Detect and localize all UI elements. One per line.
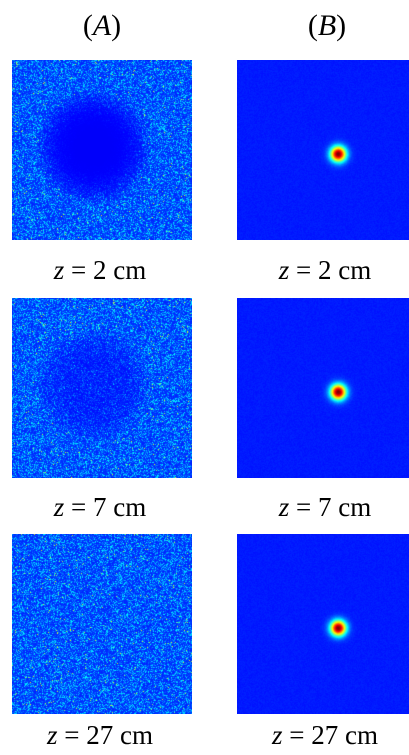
caption-a-z7: z = 7 cm xyxy=(0,490,200,524)
caption-a-z27: z = 27 cm xyxy=(0,718,200,752)
caption-b-z2: z = 2 cm xyxy=(225,253,409,287)
column-header-b: (B) xyxy=(237,6,409,46)
caption-a-z2: z = 2 cm xyxy=(0,253,200,287)
caption-b-z27: z = 27 cm xyxy=(225,718,409,752)
focus-panel-z27 xyxy=(237,534,409,714)
speckle-panel-z7 xyxy=(12,298,192,478)
speckle-panel-z27 xyxy=(12,534,192,714)
focus-panel-z2 xyxy=(237,60,409,240)
speckle-panel-z2 xyxy=(12,60,192,240)
focus-panel-z7 xyxy=(237,298,409,478)
column-header-a: (A) xyxy=(12,6,192,46)
caption-b-z7: z = 7 cm xyxy=(225,490,409,524)
